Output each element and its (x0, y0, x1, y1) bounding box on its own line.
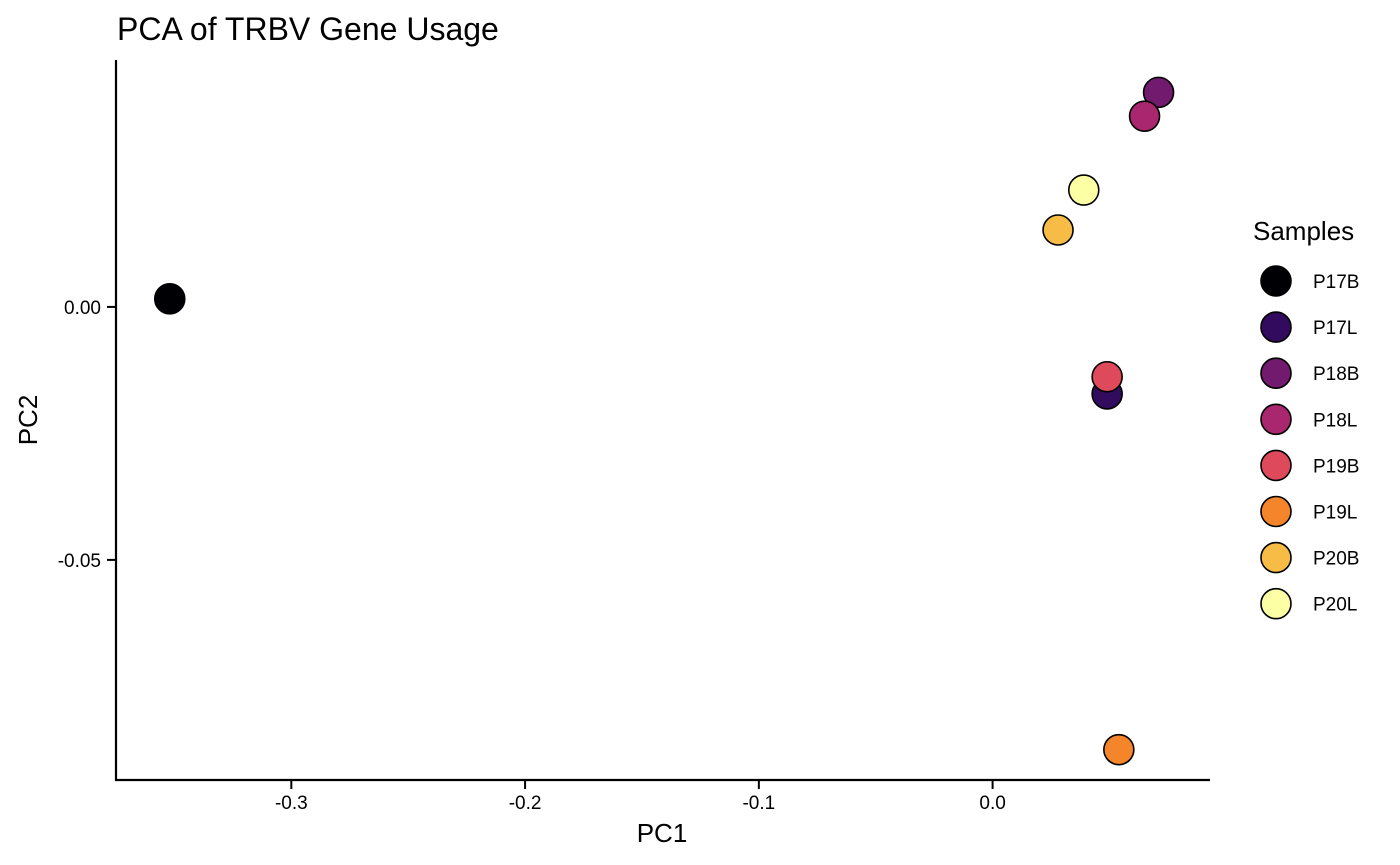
y-tick-label: -0.05 (58, 551, 101, 572)
legend-label-p17l: P17L (1313, 318, 1357, 339)
legend-title: Samples (1253, 216, 1354, 246)
legend-key-p20b (1260, 541, 1292, 574)
data-point-p17b (153, 283, 186, 315)
y-axis-ticks: 0.00 -0.05 (58, 298, 115, 572)
y-axis-title: PC2 (13, 395, 43, 446)
y-tick-label: 0.00 (64, 298, 101, 319)
legend-label-p20b: P20B (1313, 549, 1359, 570)
legend-key-p17b (1260, 265, 1292, 297)
data-point-p19b (1091, 360, 1123, 393)
x-tick-label: -0.2 (509, 793, 542, 814)
x-tick-label: -0.1 (742, 793, 775, 814)
legend-key-p20l (1260, 587, 1292, 620)
x-tick-label: 0.0 (979, 793, 1005, 814)
legend-key-p18b (1260, 357, 1292, 390)
legend-label-p18b: P18B (1313, 364, 1359, 385)
x-axis-ticks: -0.3 -0.2 -0.1 0.0 (275, 781, 1006, 814)
data-point-p19l (1103, 733, 1135, 766)
plot-area (153, 76, 1175, 766)
legend-key-p19b (1260, 449, 1292, 482)
legend-label-p18l: P18L (1313, 410, 1357, 431)
legend-key-p18l (1260, 403, 1292, 436)
data-point-p18l (1128, 100, 1161, 132)
data-point-p20l (1067, 174, 1100, 206)
legend-label-p20l: P20L (1313, 595, 1357, 616)
x-axis-title: PC1 (637, 818, 688, 848)
data-point-p20b (1042, 214, 1074, 246)
legend-label-p19b: P19B (1313, 456, 1359, 477)
x-tick-label: -0.3 (275, 793, 308, 814)
legend-key-p19l (1260, 495, 1292, 528)
chart-title: PCA of TRBV Gene Usage (117, 11, 499, 47)
data-point-p18b (1142, 76, 1175, 109)
legend: Samples P17B P17L P18B P18L P19B P19L P20B P20L (1253, 216, 1359, 620)
legend-label-p19l: P19L (1313, 503, 1357, 524)
legend-label-p17b: P17B (1313, 272, 1359, 293)
legend-key-p17l (1260, 311, 1292, 343)
